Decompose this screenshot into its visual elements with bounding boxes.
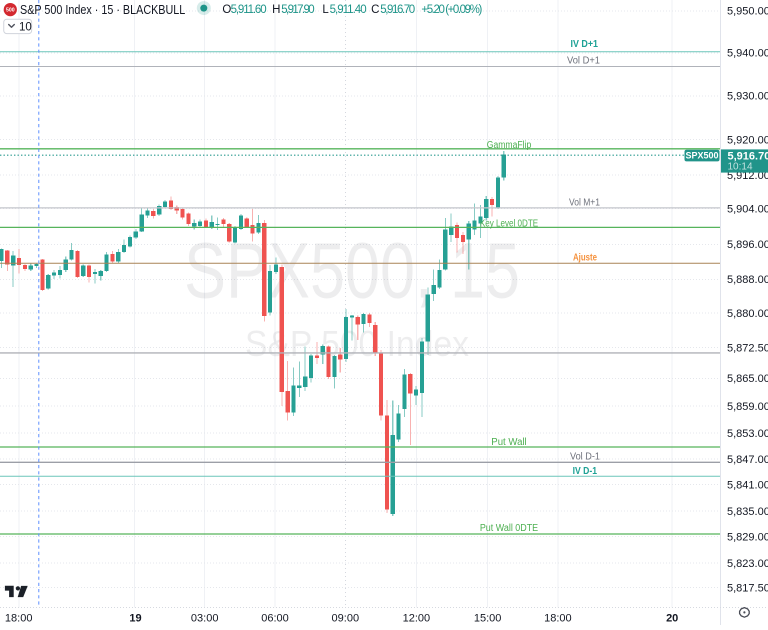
svg-text:12:00: 12:00: [403, 613, 431, 625]
svg-text:Put Wall 0DTE: Put Wall 0DTE: [480, 523, 539, 534]
svg-text:+5.20 (+0.09%): +5.20 (+0.09%): [421, 4, 482, 16]
svg-text:5,916.70: 5,916.70: [380, 4, 415, 16]
svg-text:IV D-1: IV D-1: [573, 466, 598, 477]
svg-text:H: H: [272, 4, 280, 16]
svg-text:5,865.00: 5,865.00: [727, 373, 768, 385]
svg-text:03:00: 03:00: [191, 613, 219, 625]
svg-text:S&P 500 Index: S&P 500 Index: [245, 323, 469, 364]
svg-text:Key Level 0DTE: Key Level 0DTE: [480, 218, 539, 229]
svg-text:C: C: [371, 4, 379, 16]
svg-text:5,829.00: 5,829.00: [727, 531, 768, 543]
svg-text:20: 20: [666, 613, 678, 625]
svg-text:5,817.50: 5,817.50: [727, 582, 768, 594]
svg-text:5,872.50: 5,872.50: [727, 342, 768, 354]
svg-text:Vol D-1: Vol D-1: [570, 452, 600, 463]
svg-text:18:00: 18:00: [544, 613, 572, 625]
svg-text:5,911.60: 5,911.60: [231, 4, 267, 16]
svg-text:5,841.00: 5,841.00: [727, 479, 768, 491]
svg-text:5,835.00: 5,835.00: [727, 506, 768, 518]
svg-text:S&P 500 Index · 15 · BLACKBULL: S&P 500 Index · 15 · BLACKBULL: [20, 2, 185, 17]
svg-text:06:00: 06:00: [261, 613, 289, 625]
svg-text:5,950.00: 5,950.00: [727, 6, 768, 18]
svg-text:GammaFlip: GammaFlip: [487, 140, 532, 151]
svg-text:5,911.40: 5,911.40: [330, 4, 367, 16]
svg-text:Vol D+1: Vol D+1: [567, 55, 600, 66]
svg-text:5,853.00: 5,853.00: [727, 428, 768, 440]
svg-text:Put Wall: Put Wall: [491, 437, 526, 448]
svg-text:5,888.00: 5,888.00: [727, 274, 768, 286]
svg-text:15:00: 15:00: [474, 613, 502, 625]
svg-text:5,940.00: 5,940.00: [727, 48, 768, 60]
svg-text:Ajuste: Ajuste: [573, 253, 597, 264]
svg-text:5,896.00: 5,896.00: [727, 239, 768, 251]
svg-text:500: 500: [6, 8, 15, 14]
svg-text:09:00: 09:00: [332, 613, 360, 625]
svg-text:IV D+1: IV D+1: [571, 39, 599, 50]
svg-text:5,920.00: 5,920.00: [727, 134, 768, 146]
svg-text:L: L: [322, 4, 329, 16]
svg-text:5,880.00: 5,880.00: [727, 308, 768, 320]
svg-text:5,823.00: 5,823.00: [727, 558, 768, 570]
svg-text:5,917.90: 5,917.90: [281, 4, 315, 16]
svg-text:10: 10: [19, 22, 32, 34]
svg-text:10:14: 10:14: [728, 161, 753, 172]
svg-text:5,847.00: 5,847.00: [727, 454, 768, 466]
svg-text:5,930.00: 5,930.00: [727, 91, 768, 103]
svg-text:5,859.00: 5,859.00: [727, 401, 768, 413]
svg-text:SPX500: SPX500: [685, 151, 718, 161]
svg-text:Vol M+1: Vol M+1: [569, 198, 600, 209]
svg-text:19: 19: [129, 613, 141, 625]
svg-text:18:00: 18:00: [5, 613, 33, 625]
svg-text:5,904.00: 5,904.00: [727, 204, 768, 216]
